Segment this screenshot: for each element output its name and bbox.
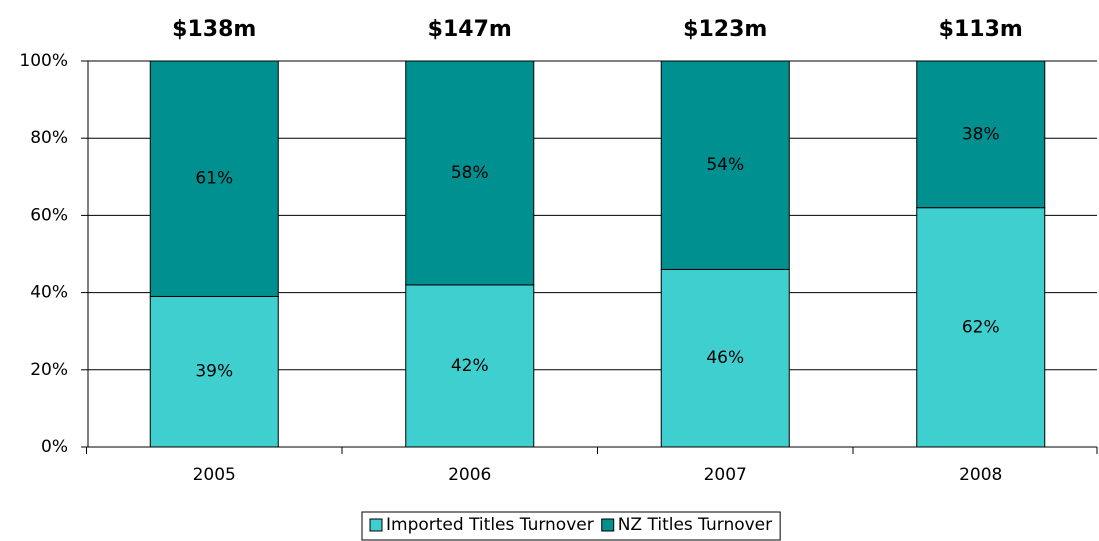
total-label: $138m — [172, 17, 256, 42]
y-tick-label: 80% — [30, 128, 68, 148]
total-label: $147m — [428, 17, 512, 42]
legend-swatch — [601, 518, 615, 532]
total-label: $123m — [683, 17, 767, 42]
legend-label: Imported Titles Turnover — [386, 515, 594, 535]
x-tick-label: 2005 — [193, 465, 236, 485]
bar-segment — [405, 60, 535, 286]
bar-segment — [149, 60, 279, 297]
legend-box — [361, 511, 781, 541]
y-tick-label: 40% — [30, 283, 68, 303]
legend-swatch — [369, 518, 383, 532]
y-tick-label: 60% — [30, 205, 68, 225]
value-label: 46% — [706, 348, 744, 368]
legend: Imported Titles Turnover NZ Titles Turnov… — [361, 511, 781, 541]
bar-segment — [916, 60, 1046, 209]
bar-segment — [916, 207, 1046, 448]
value-label: 62% — [962, 317, 1000, 337]
y-tick-label: 100% — [19, 51, 68, 71]
y-tick-label: 0% — [41, 437, 68, 457]
legend-label: NZ Titles Turnover — [618, 515, 772, 535]
value-label: 54% — [706, 155, 744, 175]
x-tick-label: 2007 — [704, 465, 747, 485]
y-tick-label: 20% — [30, 360, 68, 380]
bar-segment — [405, 284, 535, 448]
bar-segment — [660, 268, 790, 448]
value-label: 39% — [195, 362, 233, 382]
value-label: 38% — [962, 124, 1000, 144]
value-label: 61% — [195, 169, 233, 189]
bar-segment — [660, 60, 790, 270]
x-tick-label: 2006 — [448, 465, 491, 485]
total-label: $113m — [939, 17, 1023, 42]
x-tick-label: 2008 — [959, 465, 1002, 485]
value-label: 42% — [451, 356, 489, 376]
value-label: 58% — [451, 163, 489, 183]
